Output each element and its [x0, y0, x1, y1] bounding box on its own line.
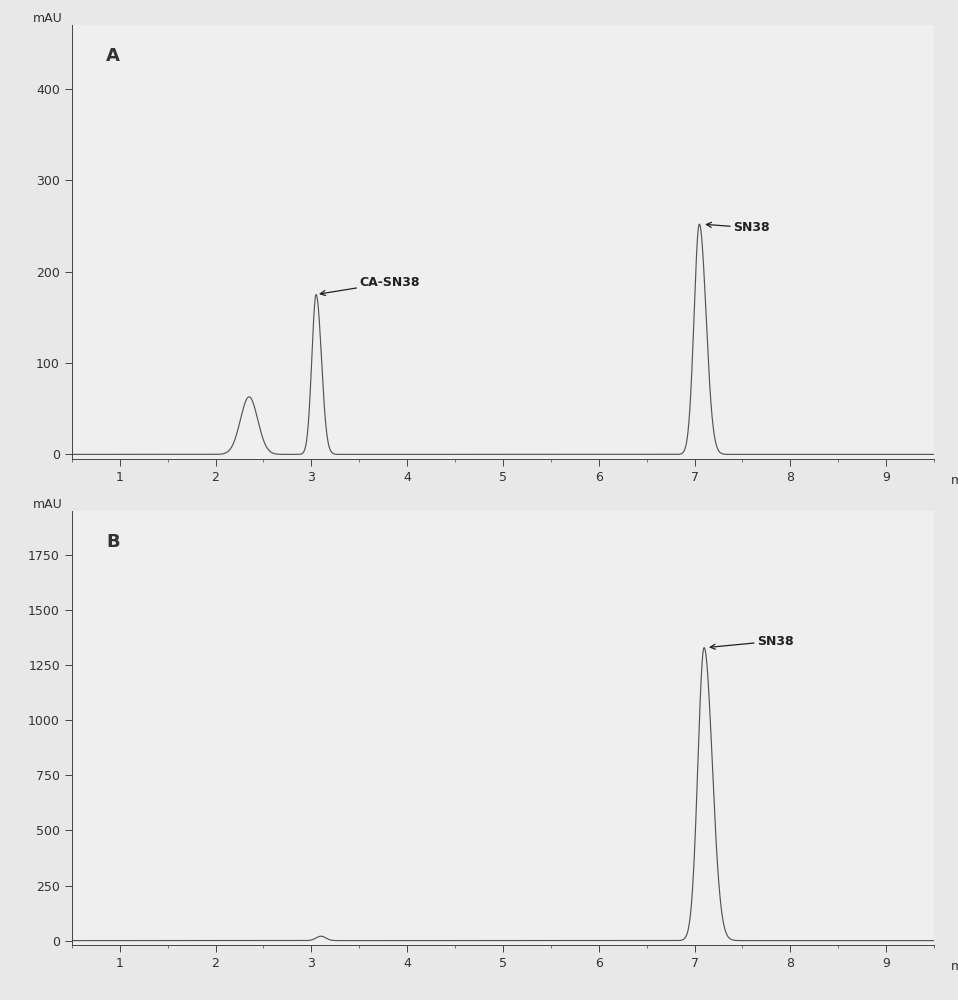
Text: B: B — [106, 533, 120, 551]
Text: A: A — [106, 47, 120, 65]
Text: SN38: SN38 — [706, 221, 769, 234]
Text: min: min — [951, 474, 958, 487]
Text: min: min — [951, 960, 958, 973]
Text: mAU: mAU — [33, 498, 63, 511]
Text: CA-SN38: CA-SN38 — [320, 276, 420, 296]
Text: mAU: mAU — [33, 12, 63, 25]
Text: SN38: SN38 — [710, 635, 793, 649]
